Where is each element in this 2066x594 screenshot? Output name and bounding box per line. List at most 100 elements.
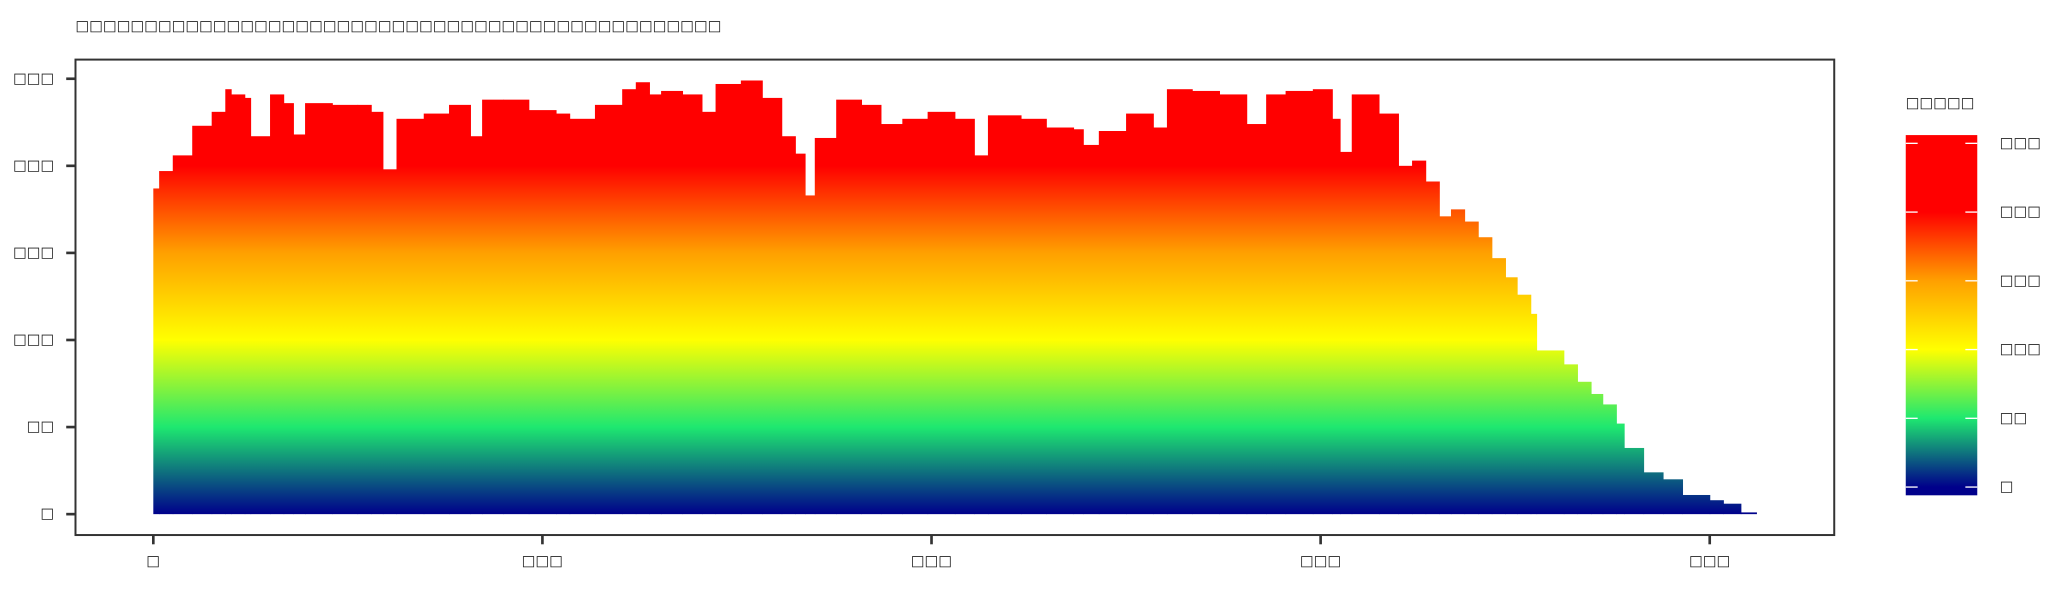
bar xyxy=(880,124,903,515)
bar xyxy=(1332,118,1341,515)
y-tick-label: □ xyxy=(41,505,55,522)
y-tick-label: □□ xyxy=(27,418,55,435)
bar xyxy=(861,104,882,515)
bar xyxy=(192,125,213,515)
bar xyxy=(1643,472,1664,515)
colorbar-tick-label: □□□ xyxy=(2000,134,2041,151)
bar xyxy=(293,134,306,515)
bar xyxy=(781,136,796,515)
bar xyxy=(682,94,703,515)
bar xyxy=(1450,209,1466,515)
bar xyxy=(423,113,450,515)
bar xyxy=(1412,160,1427,515)
bar xyxy=(715,83,742,515)
bar xyxy=(701,111,717,515)
bar xyxy=(1192,90,1220,515)
bar xyxy=(482,99,505,515)
bar xyxy=(153,188,160,515)
bar xyxy=(1563,364,1578,515)
bar xyxy=(503,99,530,515)
bar xyxy=(762,97,783,515)
bar xyxy=(1464,221,1479,515)
bar xyxy=(661,90,684,515)
y-tick-label: □□□ xyxy=(13,157,54,174)
plot-frame xyxy=(74,58,1836,537)
bar xyxy=(1616,423,1625,515)
y-tick-label: □□□ xyxy=(13,244,54,261)
bar xyxy=(382,169,398,515)
bar xyxy=(740,80,763,515)
bar xyxy=(1663,479,1684,515)
bar xyxy=(974,155,989,515)
bar xyxy=(1723,503,1742,515)
bar xyxy=(1266,94,1287,515)
bar xyxy=(1530,313,1538,515)
bar xyxy=(1312,89,1333,515)
bar xyxy=(1398,165,1413,515)
bar xyxy=(1682,494,1711,515)
bar xyxy=(569,118,596,515)
bar xyxy=(1098,130,1127,515)
bar xyxy=(902,118,929,515)
bar xyxy=(556,113,571,515)
bar xyxy=(1709,500,1724,515)
bar xyxy=(250,136,271,515)
bar xyxy=(1219,94,1248,515)
bar xyxy=(244,97,252,515)
bar xyxy=(1046,127,1075,515)
bar xyxy=(1577,381,1592,515)
bar xyxy=(836,99,863,515)
bar xyxy=(649,94,662,515)
bar xyxy=(1285,90,1314,515)
bar xyxy=(1591,393,1604,515)
bar xyxy=(1439,216,1452,515)
bar xyxy=(1340,151,1353,515)
bar xyxy=(1166,89,1193,515)
x-tick-label: □□□ xyxy=(911,553,952,570)
bar xyxy=(1153,127,1168,515)
bar xyxy=(1517,294,1532,515)
bar xyxy=(305,103,333,515)
x-tick-label: □□□ xyxy=(1689,553,1730,570)
colorbar xyxy=(1905,135,1978,496)
bar xyxy=(1740,512,1757,515)
colorbar-tick-label: □□□ xyxy=(2000,203,2041,220)
bar xyxy=(1083,144,1100,515)
y-tick-label: □□□ xyxy=(13,70,54,87)
chart-title: □□□□□□□□□□□□□□□□□□□□□□□□□□□□□□□□□□□□□□□□… xyxy=(75,17,721,34)
bar xyxy=(1425,181,1440,515)
bar xyxy=(987,115,1022,515)
bar xyxy=(1505,277,1518,515)
bar xyxy=(1073,129,1084,515)
bar xyxy=(954,118,975,515)
colorbar-tick-label: □□ xyxy=(2000,409,2028,426)
bar xyxy=(1378,113,1399,515)
bar xyxy=(795,153,806,515)
bar xyxy=(396,118,425,515)
bar xyxy=(225,89,232,515)
bar xyxy=(1246,124,1267,515)
bar xyxy=(528,110,557,515)
bar xyxy=(159,171,174,515)
colorbar-title: □□□□□ xyxy=(1906,94,1975,111)
bar xyxy=(927,111,956,515)
x-tick-label: □□□ xyxy=(1300,553,1341,570)
bar xyxy=(332,104,359,515)
bar xyxy=(270,94,285,515)
bar xyxy=(1126,113,1154,515)
colorbar-tick-label: □ xyxy=(2000,478,2014,495)
bar xyxy=(211,111,226,515)
bar xyxy=(1491,258,1506,515)
bar xyxy=(1021,118,1047,515)
bar xyxy=(814,137,837,515)
bar xyxy=(594,104,623,515)
bar xyxy=(1351,94,1380,515)
bar xyxy=(470,136,483,515)
bar xyxy=(805,195,816,515)
x-tick-label: □ xyxy=(146,553,160,570)
bar xyxy=(1624,447,1645,515)
x-tick-label: □□□ xyxy=(522,553,563,570)
bar xyxy=(1602,404,1617,515)
bar xyxy=(172,155,193,515)
